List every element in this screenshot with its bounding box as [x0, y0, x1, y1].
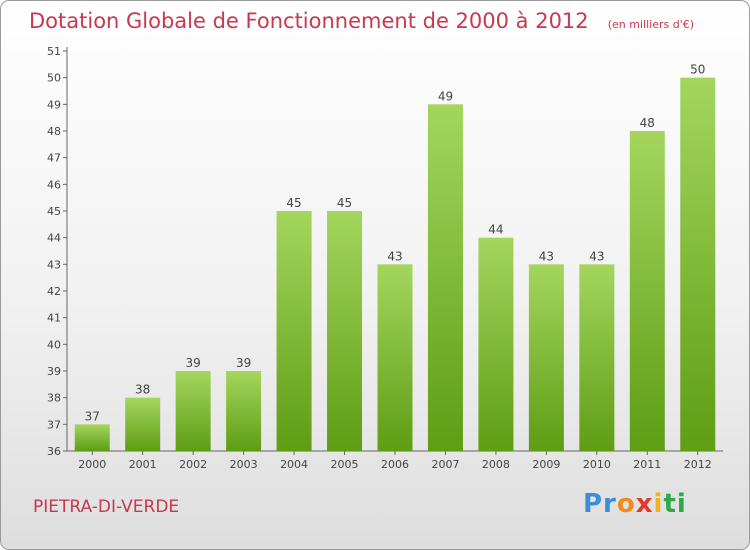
bar	[175, 371, 211, 451]
bar	[125, 397, 161, 451]
x-tick-label: 2002	[179, 458, 207, 471]
commune-name: PIETRA-DI-VERDE	[33, 497, 180, 517]
y-tick-label: 51	[47, 45, 61, 58]
bar	[579, 264, 615, 451]
bar	[276, 211, 312, 451]
bar	[680, 77, 716, 452]
data-label: 39	[236, 356, 251, 370]
y-tick-label: 50	[47, 72, 61, 85]
bar	[528, 264, 564, 451]
data-label: 45	[286, 196, 301, 210]
x-tick-label: 2012	[684, 458, 712, 471]
data-label: 43	[539, 249, 554, 263]
data-label: 48	[640, 116, 655, 130]
x-tick-label: 2003	[230, 458, 258, 471]
x-tick-label: 2004	[280, 458, 308, 471]
y-tick-label: 47	[47, 152, 61, 165]
y-tick-label: 42	[47, 285, 61, 298]
data-label: 43	[387, 249, 402, 263]
bar	[74, 424, 110, 451]
logo-part: i	[653, 489, 664, 519]
y-tick-label: 37	[47, 418, 61, 431]
logo-part: i	[676, 489, 687, 519]
data-label: 50	[690, 63, 705, 77]
y-tick-label: 38	[47, 392, 61, 405]
logo-part: x	[635, 489, 654, 519]
x-tick-label: 2001	[129, 458, 157, 471]
y-tick-label: 49	[47, 98, 61, 111]
y-tick-label: 48	[47, 125, 61, 138]
bar	[377, 264, 413, 451]
y-tick-label: 40	[47, 338, 61, 351]
bar	[327, 211, 363, 451]
x-tick-label: 2010	[583, 458, 611, 471]
x-tick-label: 2009	[532, 458, 560, 471]
logo-part: Pr	[583, 489, 617, 519]
data-label: 39	[186, 356, 201, 370]
x-tick-label: 2005	[331, 458, 359, 471]
y-tick-label: 41	[47, 312, 61, 325]
x-tick-label: 2011	[633, 458, 661, 471]
y-tick-label: 45	[47, 205, 61, 218]
data-label: 43	[589, 249, 604, 263]
data-label: 49	[438, 89, 453, 103]
bar	[226, 371, 262, 451]
y-tick-label: 39	[47, 365, 61, 378]
bar	[478, 237, 514, 451]
y-tick-label: 43	[47, 258, 61, 271]
chart-title-main: Dotation Globale de Fonctionnement de 20…	[29, 9, 589, 33]
data-label: 38	[135, 383, 150, 397]
y-tick-label: 46	[47, 178, 61, 191]
x-tick-label: 2008	[482, 458, 510, 471]
x-tick-label: 2000	[78, 458, 106, 471]
data-label: 44	[488, 223, 503, 237]
bar	[427, 104, 463, 451]
logo-part: o	[616, 489, 636, 519]
data-label: 37	[85, 409, 100, 423]
x-tick-label: 2007	[431, 458, 459, 471]
data-label: 45	[337, 196, 352, 210]
y-tick-label: 44	[47, 232, 61, 245]
chart-title-unit: (en milliers d'€)	[607, 18, 695, 31]
logo-part: t	[663, 489, 677, 519]
chart-title: Dotation Globale de Fonctionnement de 20…	[29, 9, 694, 33]
proxiti-logo: Proxiti	[583, 489, 687, 519]
x-tick-label: 2006	[381, 458, 409, 471]
bar	[629, 131, 665, 451]
y-tick-label: 36	[47, 445, 61, 458]
